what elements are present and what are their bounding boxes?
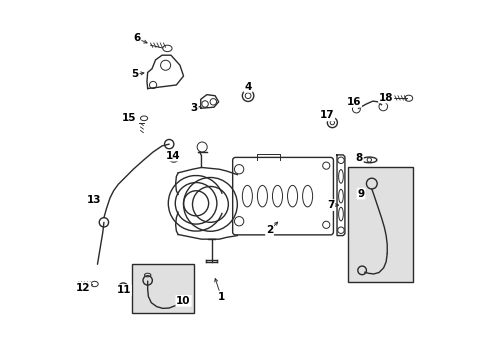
Text: 14: 14 bbox=[165, 150, 180, 161]
Text: 12: 12 bbox=[76, 283, 90, 293]
Text: 7: 7 bbox=[326, 200, 334, 210]
Text: 11: 11 bbox=[116, 285, 131, 295]
Text: 6: 6 bbox=[133, 33, 140, 43]
Text: 4: 4 bbox=[244, 82, 251, 92]
Text: 3: 3 bbox=[190, 103, 198, 113]
Text: 8: 8 bbox=[355, 153, 362, 163]
Text: 5: 5 bbox=[131, 69, 139, 79]
Text: 16: 16 bbox=[346, 97, 360, 107]
Text: 17: 17 bbox=[319, 111, 334, 121]
Text: 18: 18 bbox=[378, 93, 393, 103]
Text: 2: 2 bbox=[265, 225, 273, 235]
Text: 10: 10 bbox=[176, 296, 190, 306]
Text: 1: 1 bbox=[217, 292, 224, 302]
Text: 13: 13 bbox=[86, 195, 101, 205]
Text: 15: 15 bbox=[122, 113, 136, 123]
Text: 9: 9 bbox=[357, 189, 364, 199]
Bar bbox=[131, 264, 194, 313]
Bar bbox=[348, 167, 412, 282]
